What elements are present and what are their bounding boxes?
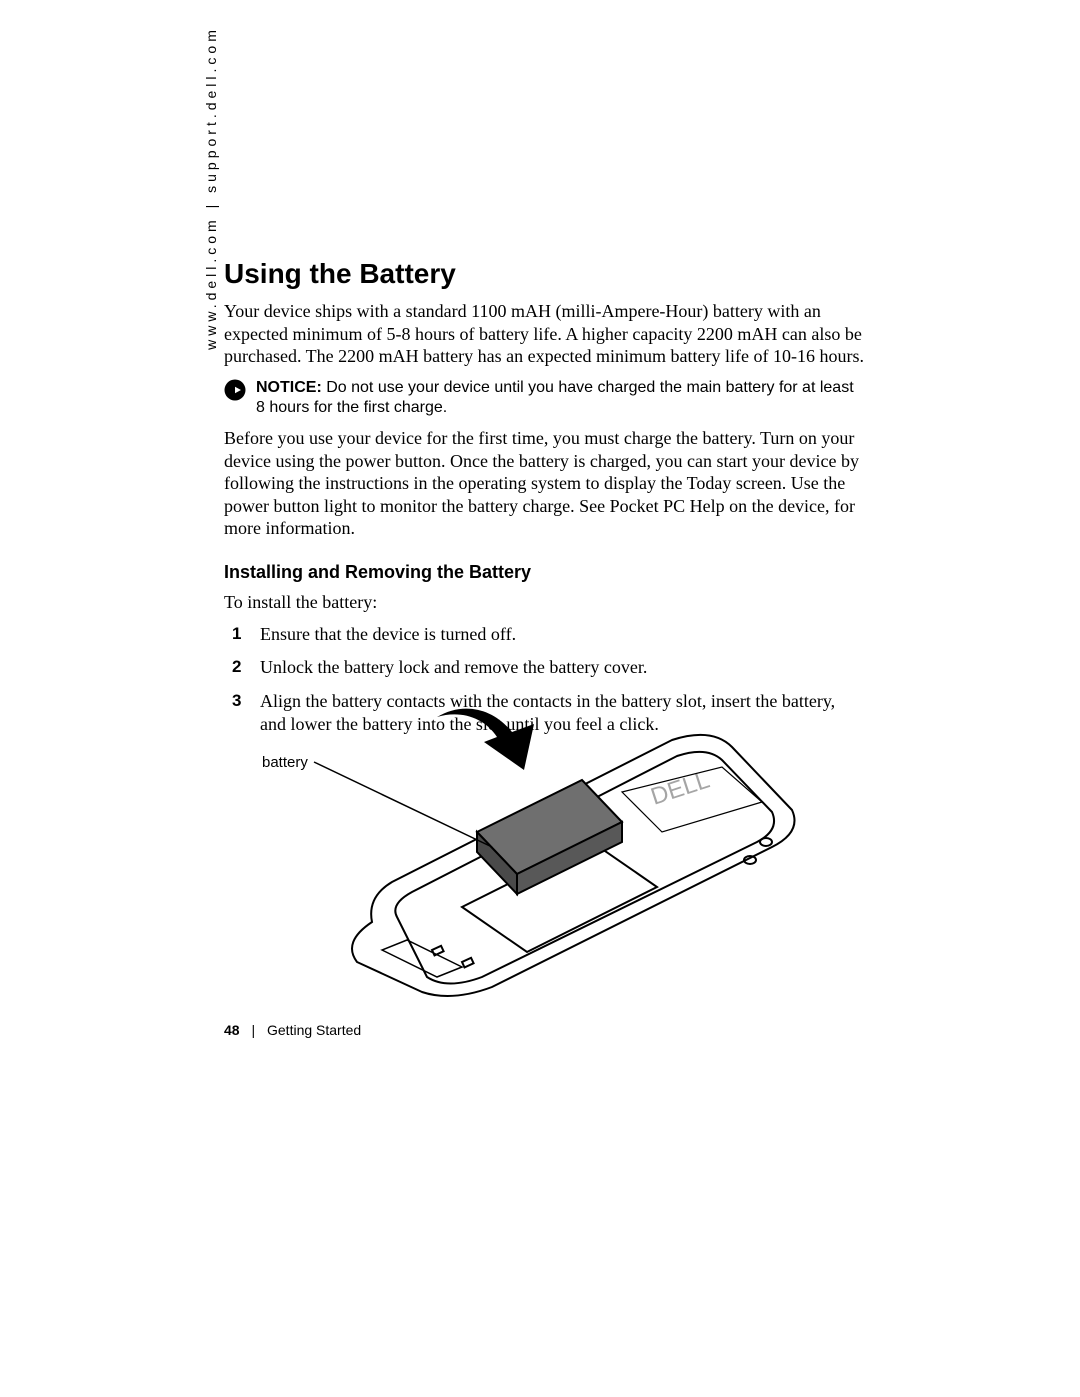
svg-text:DELL: DELL [648, 766, 713, 810]
step-item: Unlock the battery lock and remove the b… [224, 656, 864, 679]
notice-body: Do not use your device until you have ch… [256, 379, 854, 417]
subheading: Installing and Removing the Battery [224, 562, 864, 583]
device-diagram-icon: DELL [262, 692, 822, 1002]
intro-paragraph: Your device ships with a standard 1100 m… [224, 300, 864, 368]
page-footer: 48 | Getting Started [224, 1022, 361, 1038]
step-item: Ensure that the device is turned off. [224, 623, 864, 646]
lead-in: To install the battery: [224, 591, 864, 614]
footer-separator: | [251, 1022, 255, 1038]
side-url-vertical: www.dell.com | support.dell.com [203, 0, 219, 388]
notice-text: NOTICE: Do not use your device until you… [256, 378, 864, 420]
battery-figure: battery DELL [262, 692, 822, 1002]
content-block: Using the Battery Your device ships with… [224, 258, 864, 747]
figure-label-battery: battery [262, 754, 308, 771]
section-heading: Using the Battery [224, 258, 864, 290]
notice-label: NOTICE: [256, 379, 322, 396]
page: www.dell.com | support.dell.com Using th… [0, 0, 1080, 1397]
notice-arrow-icon [224, 379, 246, 406]
notice-callout: NOTICE: Do not use your device until you… [224, 378, 864, 420]
paragraph-2: Before you use your device for the first… [224, 427, 864, 540]
footer-section: Getting Started [267, 1022, 361, 1038]
page-number: 48 [224, 1022, 240, 1038]
